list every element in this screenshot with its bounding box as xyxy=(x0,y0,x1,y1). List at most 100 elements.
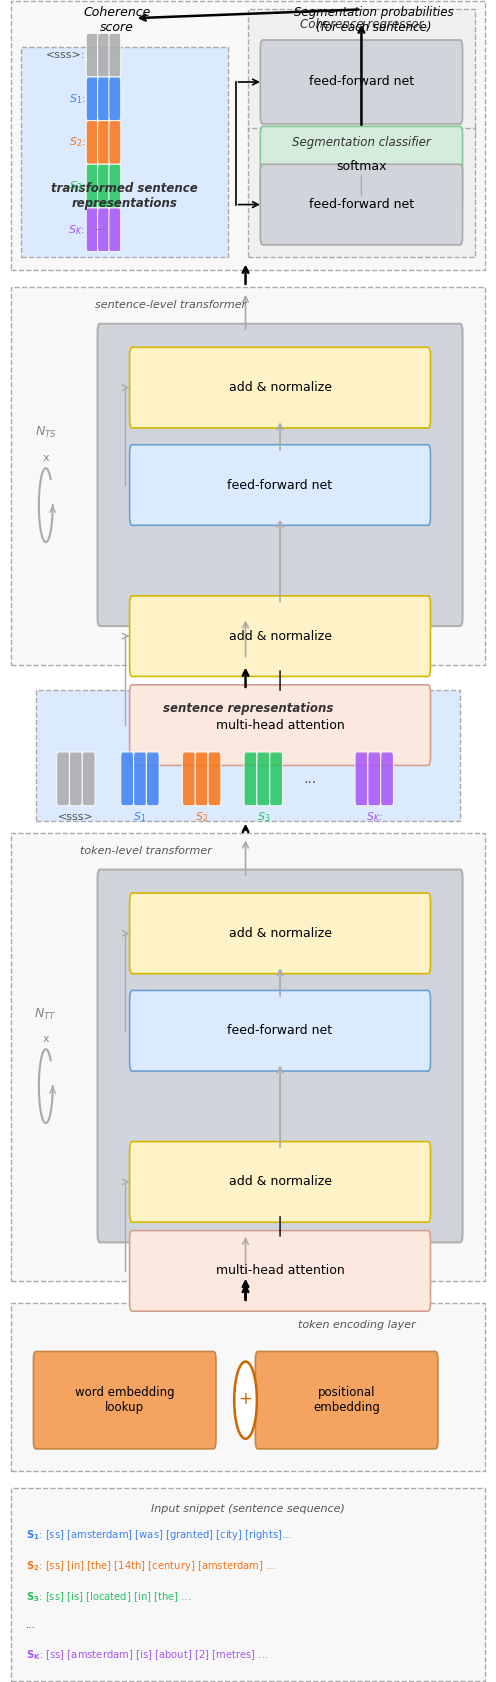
FancyBboxPatch shape xyxy=(380,752,393,806)
Bar xyxy=(11,288,485,664)
FancyBboxPatch shape xyxy=(109,209,121,252)
FancyBboxPatch shape xyxy=(129,991,431,1071)
Bar xyxy=(36,690,460,821)
FancyBboxPatch shape xyxy=(98,165,110,209)
Text: $\mathbf{S_K}$: [ss] [amsterdam] [is] [about] [2] [metres] ...: $\mathbf{S_K}$: [ss] [amsterdam] [is] [a… xyxy=(26,1648,268,1662)
FancyBboxPatch shape xyxy=(86,209,98,252)
FancyBboxPatch shape xyxy=(129,685,431,765)
Text: $N_{TS}$: $N_{TS}$ xyxy=(35,426,57,441)
FancyBboxPatch shape xyxy=(244,752,257,806)
Text: add & normalize: add & normalize xyxy=(229,629,331,643)
Text: $\mathbf{S_2}$: [ss] [in] [the] [14th] [century] [amsterdam] ...: $\mathbf{S_2}$: [ss] [in] [the] [14th] [… xyxy=(26,1559,276,1573)
FancyBboxPatch shape xyxy=(86,165,98,209)
Text: x: x xyxy=(43,1034,49,1045)
Text: feed-forward net: feed-forward net xyxy=(309,76,414,89)
Text: $S_2$: $S_2$ xyxy=(195,811,208,824)
FancyBboxPatch shape xyxy=(208,752,221,806)
Bar xyxy=(248,10,475,136)
FancyBboxPatch shape xyxy=(98,209,110,252)
Bar xyxy=(248,128,475,257)
Text: transformed sentence
representations: transformed sentence representations xyxy=(51,182,198,210)
Text: ...: ... xyxy=(303,772,316,785)
Text: ...: ... xyxy=(95,220,107,234)
Text: x: x xyxy=(43,452,49,463)
Circle shape xyxy=(234,1361,257,1438)
Text: sentence-level transformer: sentence-level transformer xyxy=(95,301,247,309)
Text: add & normalize: add & normalize xyxy=(229,1176,331,1189)
FancyBboxPatch shape xyxy=(260,40,463,124)
FancyBboxPatch shape xyxy=(109,121,121,165)
Text: token-level transformer: token-level transformer xyxy=(80,846,212,856)
Bar xyxy=(11,1304,485,1470)
FancyBboxPatch shape xyxy=(82,752,95,806)
Bar xyxy=(21,47,228,257)
Text: Coherence
score: Coherence score xyxy=(84,7,151,34)
FancyBboxPatch shape xyxy=(98,870,463,1243)
FancyBboxPatch shape xyxy=(109,77,121,121)
Text: Segmentation probabilities
(for each sentence): Segmentation probabilities (for each sen… xyxy=(294,7,453,34)
FancyBboxPatch shape xyxy=(368,752,380,806)
FancyBboxPatch shape xyxy=(129,346,431,427)
Text: softmax: softmax xyxy=(336,160,387,173)
Text: ...: ... xyxy=(26,1620,36,1630)
Bar xyxy=(11,2,485,271)
FancyBboxPatch shape xyxy=(121,752,133,806)
Text: $S_K$:: $S_K$: xyxy=(366,811,383,824)
Text: positional
embedding: positional embedding xyxy=(313,1386,380,1415)
Text: multi-head attention: multi-head attention xyxy=(216,1265,344,1277)
FancyBboxPatch shape xyxy=(86,34,98,77)
FancyBboxPatch shape xyxy=(109,34,121,77)
Text: $\mathbf{S_3}$: [ss] [is] [located] [in] [the] ...: $\mathbf{S_3}$: [ss] [is] [located] [in]… xyxy=(26,1589,191,1603)
Text: feed-forward net: feed-forward net xyxy=(309,198,414,210)
Text: multi-head attention: multi-head attention xyxy=(216,718,344,732)
FancyBboxPatch shape xyxy=(57,752,69,806)
Text: Input snippet (sentence sequence): Input snippet (sentence sequence) xyxy=(151,1504,345,1514)
Text: Coherence regressor: Coherence regressor xyxy=(300,19,423,30)
Bar xyxy=(11,833,485,1282)
Text: $S_3$:: $S_3$: xyxy=(68,180,85,193)
Text: $N_{TT}$: $N_{TT}$ xyxy=(34,1006,57,1021)
FancyBboxPatch shape xyxy=(129,1142,431,1223)
FancyBboxPatch shape xyxy=(255,1351,438,1448)
FancyBboxPatch shape xyxy=(133,752,146,806)
Text: Segmentation classifier: Segmentation classifier xyxy=(292,136,431,150)
FancyBboxPatch shape xyxy=(129,595,431,676)
FancyBboxPatch shape xyxy=(98,34,110,77)
Text: add & normalize: add & normalize xyxy=(229,927,331,940)
FancyBboxPatch shape xyxy=(129,893,431,974)
FancyBboxPatch shape xyxy=(129,444,431,525)
Text: feed-forward net: feed-forward net xyxy=(228,478,333,491)
Text: $\mathbf{S_1}$: [ss] [amsterdam] [was] [granted] [city] [rights]...: $\mathbf{S_1}$: [ss] [amsterdam] [was] [… xyxy=(26,1527,292,1541)
Text: sentence representations: sentence representations xyxy=(163,701,333,715)
FancyBboxPatch shape xyxy=(260,126,463,207)
Text: $S_1$: $S_1$ xyxy=(133,811,147,824)
FancyBboxPatch shape xyxy=(355,752,368,806)
Text: +: + xyxy=(239,1389,252,1408)
FancyBboxPatch shape xyxy=(98,77,110,121)
FancyBboxPatch shape xyxy=(69,752,82,806)
FancyBboxPatch shape xyxy=(183,752,195,806)
Text: $S_3$: $S_3$ xyxy=(256,811,270,824)
FancyBboxPatch shape xyxy=(257,752,270,806)
FancyBboxPatch shape xyxy=(270,752,283,806)
FancyBboxPatch shape xyxy=(33,1351,216,1448)
Text: word embedding
lookup: word embedding lookup xyxy=(75,1386,175,1415)
Text: <sss>:: <sss>: xyxy=(46,50,85,61)
FancyBboxPatch shape xyxy=(98,121,110,165)
Text: token encoding layer: token encoding layer xyxy=(298,1320,416,1329)
Text: add & normalize: add & normalize xyxy=(229,382,331,394)
Text: $S_K$:: $S_K$: xyxy=(68,222,85,237)
FancyBboxPatch shape xyxy=(109,165,121,209)
Text: $S_1$:: $S_1$: xyxy=(68,93,85,106)
Text: feed-forward net: feed-forward net xyxy=(228,1024,333,1038)
FancyBboxPatch shape xyxy=(86,77,98,121)
Text: $S_2$:: $S_2$: xyxy=(68,136,85,150)
Bar xyxy=(11,1487,485,1680)
FancyBboxPatch shape xyxy=(146,752,159,806)
FancyBboxPatch shape xyxy=(129,1231,431,1312)
Text: <sss>: <sss> xyxy=(58,812,94,822)
FancyBboxPatch shape xyxy=(260,165,463,246)
FancyBboxPatch shape xyxy=(195,752,208,806)
FancyBboxPatch shape xyxy=(86,121,98,165)
FancyBboxPatch shape xyxy=(98,325,463,626)
